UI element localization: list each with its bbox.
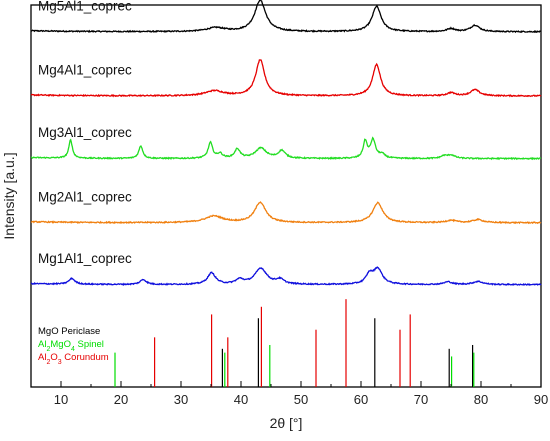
x-tick-label: 10 (54, 392, 68, 407)
series-label: Mg3Al1_coprec (38, 125, 132, 140)
series-line (30, 0, 542, 34)
series-labels: Mg5Al1_coprec Mg4Al1_coprec Mg3Al1_coprec M… (38, 0, 132, 266)
series-label: Mg4Al1_coprec (38, 63, 132, 78)
series-label: Mg1Al1_coprec (38, 251, 132, 266)
series-line (30, 136, 542, 161)
series-label: Mg5Al1_coprec (38, 0, 132, 13)
series-line (30, 266, 542, 287)
x-tick-label: 80 (474, 392, 488, 407)
reference-lines (114, 299, 475, 387)
x-tick-label: 50 (294, 392, 308, 407)
series-line (30, 201, 542, 225)
series-label: Mg2Al1_coprec (38, 189, 132, 204)
legend-entry: Al2O3 Corundum (38, 352, 109, 366)
x-tick-label: 70 (414, 392, 428, 407)
x-tick-label: 30 (174, 392, 188, 407)
x-axis-title: 2θ [°] (270, 415, 303, 431)
legend-entry: Al2MgO4 Spinel (38, 339, 104, 353)
legend-entry: MgO Periclase (38, 326, 100, 337)
y-axis-title: Intensity [a.u.] (1, 152, 17, 239)
diffraction-patterns (30, 0, 542, 287)
series-line (30, 59, 542, 98)
x-tick-label: 60 (354, 392, 368, 407)
x-tick-label: 20 (114, 392, 128, 407)
x-tick-label: 40 (234, 392, 248, 407)
x-tick-label: 90 (534, 392, 548, 407)
plot-frame (30, 4, 542, 388)
x-axis-ticks: 10 20 30 40 50 60 70 80 90 (30, 381, 548, 407)
